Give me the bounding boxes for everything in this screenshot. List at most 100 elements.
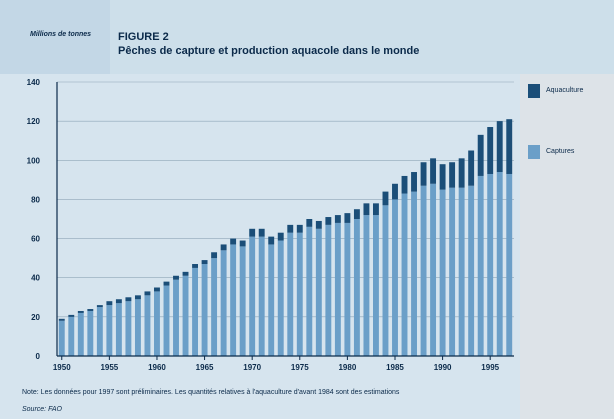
- bar-aquaculture-1955: [106, 301, 113, 306]
- bar-captures-1980: [344, 222, 351, 356]
- bar-captures-1981: [353, 219, 360, 356]
- bar-captures-1982: [363, 215, 370, 356]
- legend-label-captures: Captures: [546, 148, 575, 155]
- bar-captures-1976: [306, 226, 313, 356]
- bar-aquaculture-1961: [163, 281, 170, 286]
- x-tick-label-1995: 1995: [481, 363, 499, 372]
- bar-captures-1957: [125, 301, 132, 356]
- chart-source: Source: FAO: [22, 406, 62, 413]
- bar-captures-1965: [201, 264, 208, 356]
- bar-aquaculture-1950: [58, 318, 65, 321]
- bar-aquaculture-1980: [344, 213, 351, 223]
- bar-captures-1988: [420, 185, 427, 356]
- bar-captures-1954: [96, 307, 103, 356]
- bar-captures-1967: [220, 250, 227, 356]
- y-tick-label-80: 80: [31, 195, 40, 204]
- bar-aquaculture-1994: [477, 134, 484, 176]
- chart-note: Note: Les données pour 1997 sont prélimi…: [22, 389, 400, 396]
- y-tick-label-140: 140: [27, 78, 41, 87]
- bar-captures-1992: [458, 187, 465, 356]
- y-tick-label-20: 20: [31, 313, 40, 322]
- y-tick-label-60: 60: [31, 235, 40, 244]
- bar-aquaculture-1956: [115, 299, 122, 304]
- bar-captures-1960: [154, 291, 160, 356]
- bar-captures-1970: [249, 236, 256, 356]
- bar-aquaculture-1957: [125, 297, 132, 302]
- x-tick-label-1985: 1985: [386, 363, 404, 372]
- bar-aquaculture-1959: [144, 291, 151, 296]
- bar-captures-1969: [239, 246, 246, 356]
- bar-captures-1958: [134, 299, 141, 356]
- y-tick-label-100: 100: [27, 156, 41, 165]
- y-tick-label-120: 120: [27, 117, 41, 126]
- bar-aquaculture-1984: [382, 191, 389, 206]
- bar-aquaculture-1978: [325, 217, 332, 225]
- x-tick-label-1990: 1990: [434, 363, 452, 372]
- bar-aquaculture-1976: [306, 219, 313, 227]
- bar-aquaculture-1983: [372, 203, 379, 216]
- legend-swatch-aquaculture: [528, 84, 540, 98]
- y-tick-label-40: 40: [31, 274, 40, 283]
- unit-box: Millions de tonnes: [0, 0, 110, 74]
- figure-number: FIGURE 2: [118, 31, 169, 43]
- bar-aquaculture-1958: [134, 295, 141, 300]
- y-unit-label: Millions de tonnes: [30, 31, 92, 38]
- bar-aquaculture-1995: [487, 127, 494, 174]
- bar-captures-1975: [296, 232, 303, 356]
- bar-aquaculture-1952: [77, 310, 84, 313]
- bar-aquaculture-1962: [173, 275, 179, 280]
- bar-captures-1952: [77, 312, 84, 356]
- bar-aquaculture-1953: [87, 309, 94, 311]
- bar-aquaculture-1988: [420, 162, 427, 186]
- bar-captures-1973: [277, 240, 284, 356]
- bar-aquaculture-1971: [258, 228, 265, 237]
- bar-captures-1951: [68, 316, 75, 356]
- bar-aquaculture-1954: [96, 305, 103, 308]
- bar-captures-1955: [106, 305, 113, 356]
- bar-captures-1953: [87, 310, 94, 356]
- bar-captures-1985: [392, 199, 398, 356]
- y-tick-label-0: 0: [36, 352, 41, 361]
- bar-captures-1968: [230, 244, 237, 356]
- legend-item-captures: Captures: [528, 145, 574, 159]
- chart-title: Pêches de capture et production aquacole…: [118, 45, 420, 57]
- bar-captures-1961: [163, 285, 170, 356]
- bar-aquaculture-1969: [239, 240, 246, 247]
- x-tick-label-1955: 1955: [100, 363, 118, 372]
- bar-aquaculture-1985: [392, 183, 398, 200]
- bar-aquaculture-1991: [449, 162, 456, 188]
- chart-plot: 0 20 40 60 80 100 120 140 1950 1955 1960 1965 1970 19…: [27, 78, 514, 372]
- bar-captures-1991: [449, 187, 456, 356]
- bar-aquaculture-1966: [211, 252, 218, 259]
- x-tick-label-1965: 1965: [196, 363, 214, 372]
- bar-captures-1956: [115, 303, 122, 356]
- bar-aquaculture-1968: [230, 238, 237, 245]
- bar-aquaculture-1965: [201, 260, 208, 265]
- bar-captures-1959: [144, 295, 151, 356]
- x-tick-label-1960: 1960: [148, 363, 166, 372]
- legend-panel: [520, 74, 614, 419]
- bar-aquaculture-1973: [277, 232, 284, 241]
- bar-captures-1962: [173, 279, 179, 356]
- x-tick-label-1975: 1975: [291, 363, 309, 372]
- bar-captures-1964: [192, 267, 199, 356]
- bar-aquaculture-1986: [401, 175, 408, 194]
- bar-captures-1995: [487, 173, 494, 356]
- x-tick-label-1970: 1970: [243, 363, 261, 372]
- bar-captures-1997: [506, 173, 513, 356]
- bar-captures-1950: [58, 320, 65, 356]
- bar-captures-1972: [268, 244, 275, 356]
- bar-aquaculture-1992: [458, 158, 465, 188]
- bar-aquaculture-1963: [182, 271, 189, 276]
- bar-aquaculture-1964: [192, 264, 199, 268]
- bar-captures-1978: [325, 224, 332, 356]
- bar-captures-1971: [258, 236, 265, 356]
- bar-captures-1990: [439, 189, 446, 356]
- legend-swatch-captures: [528, 145, 540, 159]
- bar-aquaculture-1997: [506, 119, 513, 174]
- x-tick-label-1950: 1950: [53, 363, 71, 372]
- bar-aquaculture-1974: [287, 224, 294, 233]
- bar-aquaculture-1987: [411, 172, 417, 192]
- legend-item-aquaculture: Aquaculture: [528, 84, 583, 98]
- bar-captures-1984: [382, 205, 389, 356]
